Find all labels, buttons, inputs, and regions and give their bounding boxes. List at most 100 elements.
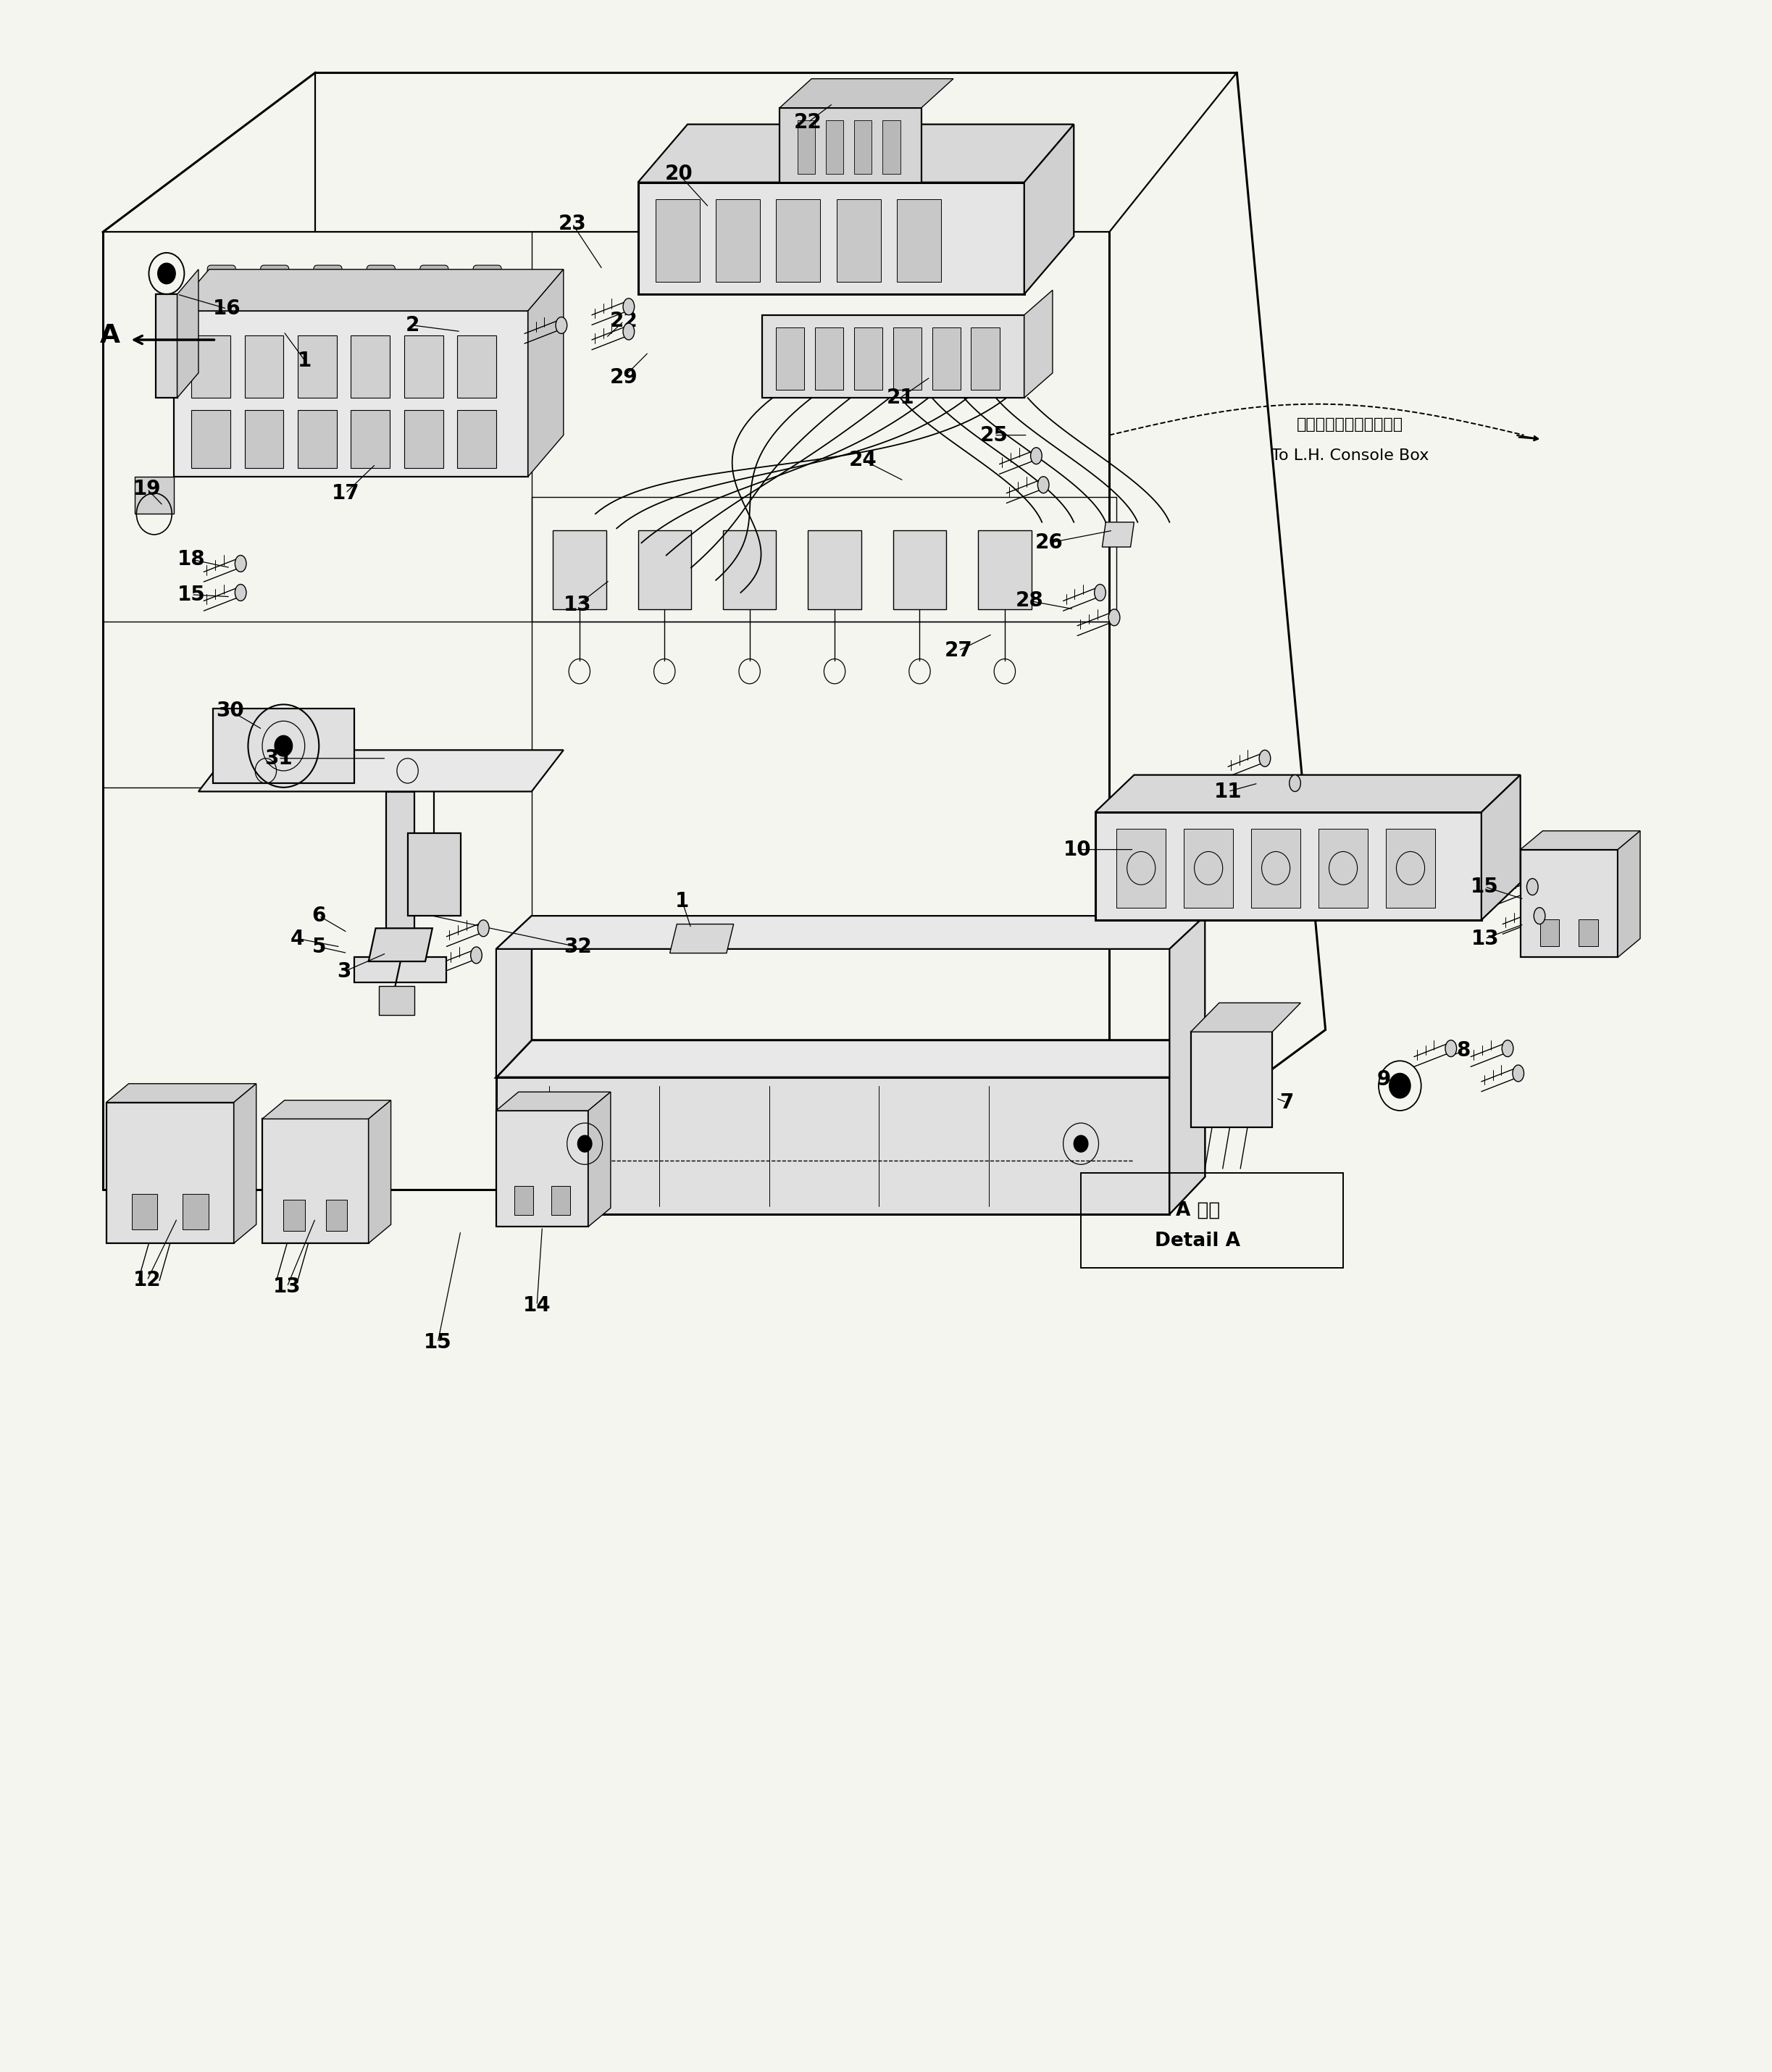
Ellipse shape: [1290, 775, 1301, 792]
Polygon shape: [1102, 522, 1134, 547]
Text: 20: 20: [664, 164, 693, 184]
Bar: [815, 327, 843, 390]
Polygon shape: [1191, 1032, 1272, 1127]
Polygon shape: [1520, 831, 1641, 850]
Bar: [882, 120, 900, 174]
FancyBboxPatch shape: [473, 265, 501, 319]
Text: 13: 13: [563, 595, 592, 615]
Polygon shape: [808, 530, 861, 609]
Ellipse shape: [556, 317, 567, 334]
Polygon shape: [1520, 850, 1618, 957]
Ellipse shape: [236, 555, 246, 572]
Polygon shape: [135, 477, 174, 514]
Bar: [897, 199, 941, 282]
Bar: [797, 120, 815, 174]
Text: 4: 4: [291, 928, 305, 949]
Polygon shape: [408, 833, 461, 916]
Text: 左コンソールボックスへ: 左コンソールボックスへ: [1297, 419, 1403, 431]
Polygon shape: [1024, 124, 1074, 294]
Polygon shape: [1318, 829, 1368, 908]
Bar: [245, 336, 284, 398]
Ellipse shape: [236, 584, 246, 601]
Bar: [932, 327, 960, 390]
Polygon shape: [386, 792, 415, 974]
Text: A: A: [99, 323, 120, 348]
Bar: [971, 327, 999, 390]
Bar: [284, 1200, 305, 1231]
Polygon shape: [528, 269, 563, 477]
Bar: [551, 1185, 571, 1214]
Bar: [776, 199, 820, 282]
Text: 13: 13: [1471, 928, 1499, 949]
Text: 14: 14: [523, 1295, 551, 1316]
Polygon shape: [174, 311, 528, 477]
FancyBboxPatch shape: [207, 265, 236, 319]
Text: 28: 28: [1015, 591, 1044, 611]
Polygon shape: [1095, 812, 1481, 920]
Bar: [1540, 920, 1559, 947]
Polygon shape: [638, 182, 1024, 294]
Text: 15: 15: [1471, 876, 1499, 897]
Circle shape: [1389, 1073, 1411, 1098]
Bar: [457, 410, 496, 468]
Text: 26: 26: [1035, 533, 1063, 553]
Bar: [351, 410, 390, 468]
Polygon shape: [670, 924, 734, 953]
Ellipse shape: [478, 920, 489, 937]
Ellipse shape: [1109, 609, 1120, 626]
Text: 22: 22: [794, 112, 822, 133]
Text: 21: 21: [886, 387, 914, 408]
Text: 7: 7: [1279, 1092, 1294, 1113]
Polygon shape: [496, 1040, 1205, 1077]
Polygon shape: [262, 1119, 369, 1243]
Bar: [716, 199, 760, 282]
Ellipse shape: [1031, 448, 1042, 464]
Polygon shape: [723, 530, 776, 609]
Circle shape: [158, 263, 175, 284]
Text: 6: 6: [312, 905, 326, 926]
Text: 3: 3: [337, 961, 351, 982]
Ellipse shape: [1095, 584, 1106, 601]
Polygon shape: [354, 957, 447, 982]
Polygon shape: [106, 1084, 257, 1102]
Polygon shape: [496, 1111, 588, 1227]
Ellipse shape: [1527, 879, 1538, 895]
Text: 27: 27: [944, 640, 973, 661]
Circle shape: [1074, 1135, 1088, 1152]
Text: 13: 13: [273, 1276, 301, 1297]
Text: 17: 17: [331, 483, 360, 503]
Text: 12: 12: [133, 1270, 161, 1291]
Circle shape: [578, 1135, 592, 1152]
Polygon shape: [198, 750, 563, 792]
Text: 19: 19: [133, 479, 161, 499]
Polygon shape: [1024, 290, 1053, 398]
Bar: [298, 336, 337, 398]
Polygon shape: [780, 79, 953, 108]
Polygon shape: [156, 294, 177, 398]
Bar: [514, 1185, 533, 1214]
Ellipse shape: [1535, 908, 1545, 924]
Bar: [826, 120, 843, 174]
Polygon shape: [1095, 775, 1520, 812]
Bar: [191, 336, 230, 398]
Ellipse shape: [471, 947, 482, 963]
Ellipse shape: [624, 298, 634, 315]
Ellipse shape: [1038, 477, 1049, 493]
Polygon shape: [496, 1092, 611, 1111]
Polygon shape: [978, 530, 1031, 609]
Polygon shape: [638, 124, 1074, 182]
Bar: [183, 1193, 209, 1229]
Text: 15: 15: [177, 584, 206, 605]
FancyBboxPatch shape: [367, 265, 395, 319]
Polygon shape: [369, 1100, 392, 1243]
Bar: [351, 336, 390, 398]
Polygon shape: [893, 530, 946, 609]
Text: 23: 23: [558, 213, 587, 234]
Ellipse shape: [1513, 1065, 1524, 1082]
Polygon shape: [496, 1077, 1170, 1214]
Polygon shape: [174, 269, 563, 311]
Polygon shape: [1170, 916, 1205, 1214]
Bar: [326, 1200, 347, 1231]
Ellipse shape: [624, 323, 634, 340]
Text: 29: 29: [610, 367, 638, 387]
